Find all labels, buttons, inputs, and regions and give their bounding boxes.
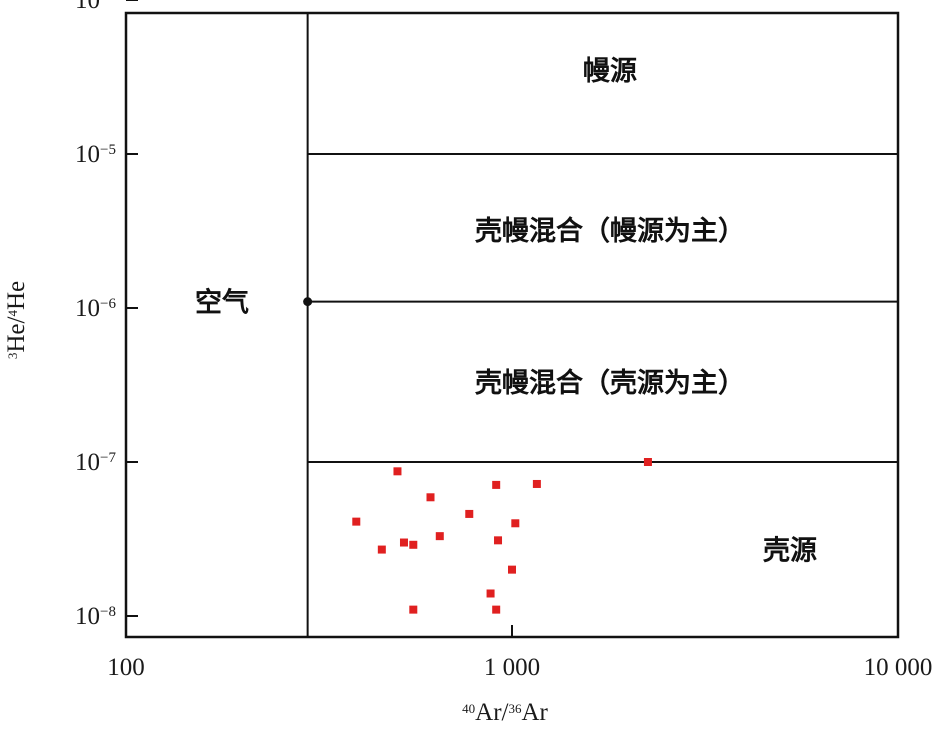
region-label-mixed_crust: 壳幔混合（壳源为主） xyxy=(475,367,745,399)
y-tick-label-2: 10−6 xyxy=(75,295,116,322)
y-axis-label: 3He/4He xyxy=(3,281,30,359)
data-point-0-9 xyxy=(486,589,495,598)
data-point-0-15 xyxy=(532,479,541,488)
x-axis-label: 40Ar/36Ar xyxy=(462,699,548,726)
data-point-0-14 xyxy=(511,519,520,528)
data-point-0-5 xyxy=(409,540,418,549)
region-label-air: 空气 xyxy=(195,287,249,319)
y-tick-label-4: 10−8 xyxy=(75,603,116,630)
data-point-0-7 xyxy=(435,532,444,541)
x-tick-label-2: 10 000 xyxy=(864,654,933,681)
x-tick-label-1: 1 000 xyxy=(484,654,540,681)
data-point-0-10 xyxy=(492,605,501,614)
data-point-0-3 xyxy=(399,538,408,547)
data-point-0-1 xyxy=(377,545,386,554)
data-point-0-12 xyxy=(494,536,503,545)
region-label-crust: 壳源 xyxy=(763,536,817,567)
data-point-0-16 xyxy=(643,458,652,466)
data-point-0-0 xyxy=(352,517,361,526)
y-tick-label-3: 10−7 xyxy=(75,449,116,476)
region-label-mixed_mantle: 壳幔混合（幔源为主） xyxy=(475,215,745,247)
data-point-0-4 xyxy=(409,605,418,614)
data-point-0-6 xyxy=(426,493,435,502)
y-tick-label-1: 10−5 xyxy=(75,141,116,168)
region-label-mantle: 幔源 xyxy=(583,56,637,87)
x-tick-label-0: 100 xyxy=(107,654,145,681)
data-point-0-11 xyxy=(492,480,501,489)
air-point-marker xyxy=(303,297,313,307)
y-tick-label-0: 10−4 xyxy=(75,0,116,14)
data-point-0-2 xyxy=(393,467,402,476)
data-point-0-13 xyxy=(508,565,516,574)
data-point-0-8 xyxy=(465,509,474,518)
